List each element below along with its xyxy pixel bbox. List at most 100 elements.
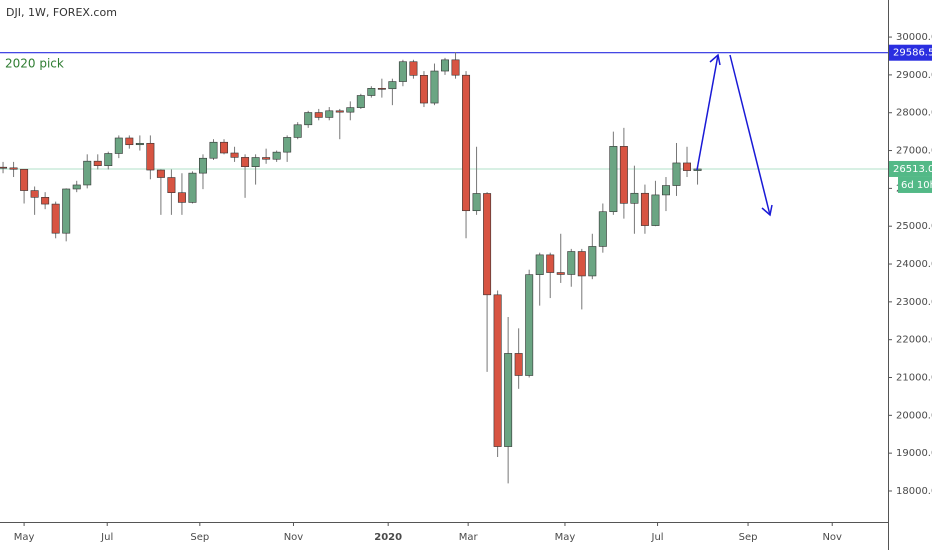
candle-body [430, 70, 439, 104]
chart-title: DJI, 1W, FOREX.com [6, 6, 117, 19]
candle-body [293, 124, 302, 138]
candle-body [156, 169, 165, 178]
x-tick-label: Sep [739, 532, 758, 543]
candle-body [230, 152, 239, 158]
candle-body [588, 246, 597, 277]
candle-body [72, 184, 81, 190]
y-tick-label: 28000.0 [896, 108, 932, 119]
y-tick-label: 23000.0 [896, 297, 932, 308]
candle-body [683, 162, 692, 171]
candle-body [209, 141, 218, 159]
drawn-arrow-down [729, 54, 771, 216]
candle-body [619, 146, 628, 204]
candle-body [356, 95, 365, 108]
y-tick-label: 25000.0 [896, 221, 932, 232]
candle-body [62, 188, 71, 234]
candle-body [546, 254, 555, 273]
candle-body [567, 251, 576, 275]
y-tick-label: 29000.0 [896, 70, 932, 81]
price-label-box [889, 44, 932, 61]
candle-body [398, 61, 407, 82]
candle-body [167, 177, 176, 193]
candle-body [135, 142, 144, 146]
x-tick-label: Jul [651, 532, 664, 543]
y-tick-label: 27000.0 [896, 146, 932, 157]
countdown-box [898, 176, 932, 193]
candle-body [9, 167, 18, 170]
x-tick-label: Sep [190, 532, 209, 543]
candle-body [377, 88, 386, 90]
drawn-arrow-up [696, 54, 719, 171]
candle-body [640, 192, 649, 226]
x-tick-label: Mar [459, 532, 479, 543]
candle-body [20, 168, 29, 191]
annotation: 2020 pick [5, 57, 64, 71]
x-tick-label: Jul [100, 532, 113, 543]
y-tick-label: 18000.0 [896, 486, 932, 497]
candle-body [325, 110, 334, 118]
y-tick-label: 30000.0 [896, 32, 932, 43]
candle-body [514, 353, 523, 376]
candle-body [146, 142, 155, 171]
candle-body [283, 137, 292, 153]
candle-body [251, 157, 260, 167]
candle-body [314, 112, 323, 118]
countdown: 6d 10h [901, 180, 932, 191]
candle-body [472, 193, 481, 212]
price-label: 26513.0 [893, 164, 932, 175]
x-tick-label: 2020 [374, 532, 402, 543]
candle-body [525, 274, 534, 376]
y-tick-label: 21000.0 [896, 373, 932, 384]
candle-body [0, 166, 8, 169]
candle-body [304, 112, 313, 126]
candle-body [672, 162, 681, 186]
candle-body [272, 151, 281, 160]
candle-body [483, 193, 492, 296]
candle-body [504, 353, 513, 447]
candle-body [493, 294, 502, 447]
candle-body [630, 192, 639, 204]
arrowhead [761, 204, 773, 217]
candle-body [177, 192, 186, 203]
y-tick-label: 20000.0 [896, 410, 932, 421]
candle-body [609, 146, 618, 213]
candle-body [241, 157, 250, 167]
candle-body [335, 110, 344, 113]
candle-body [93, 160, 102, 166]
candle-body [41, 197, 50, 205]
candle-body [198, 157, 207, 174]
candle-body [367, 88, 376, 96]
candle-body [651, 194, 660, 226]
candle-body [83, 160, 92, 186]
candle-body [220, 141, 229, 154]
candle-body [577, 251, 586, 277]
x-tick-label: Nov [284, 532, 304, 543]
x-tick-label: May [14, 532, 35, 543]
candle-body [30, 190, 39, 198]
y-tick-label: 22000.0 [896, 335, 932, 346]
x-tick-label: Nov [822, 532, 842, 543]
candle-body [598, 211, 607, 247]
candle-body [556, 272, 565, 275]
candle-body [104, 153, 113, 166]
candle-body [188, 172, 197, 203]
candle-body [409, 61, 418, 76]
candle-body [535, 254, 544, 275]
candle-body [462, 74, 471, 212]
candle-body [661, 185, 670, 196]
candle-body [262, 157, 271, 160]
y-tick-label: 19000.0 [896, 448, 932, 459]
candle-body [388, 81, 397, 90]
candle-body [51, 203, 60, 234]
price-label-box [889, 160, 932, 177]
price-label: 29586.5 [893, 48, 932, 59]
candle-body [451, 59, 460, 76]
candle-body [114, 137, 123, 154]
arrowhead [709, 53, 721, 66]
plot-area [0, 52, 888, 484]
candle-body [419, 75, 428, 104]
candle-body [441, 59, 449, 72]
y-tick-label: 24000.0 [896, 259, 932, 270]
candle-body [125, 137, 134, 146]
